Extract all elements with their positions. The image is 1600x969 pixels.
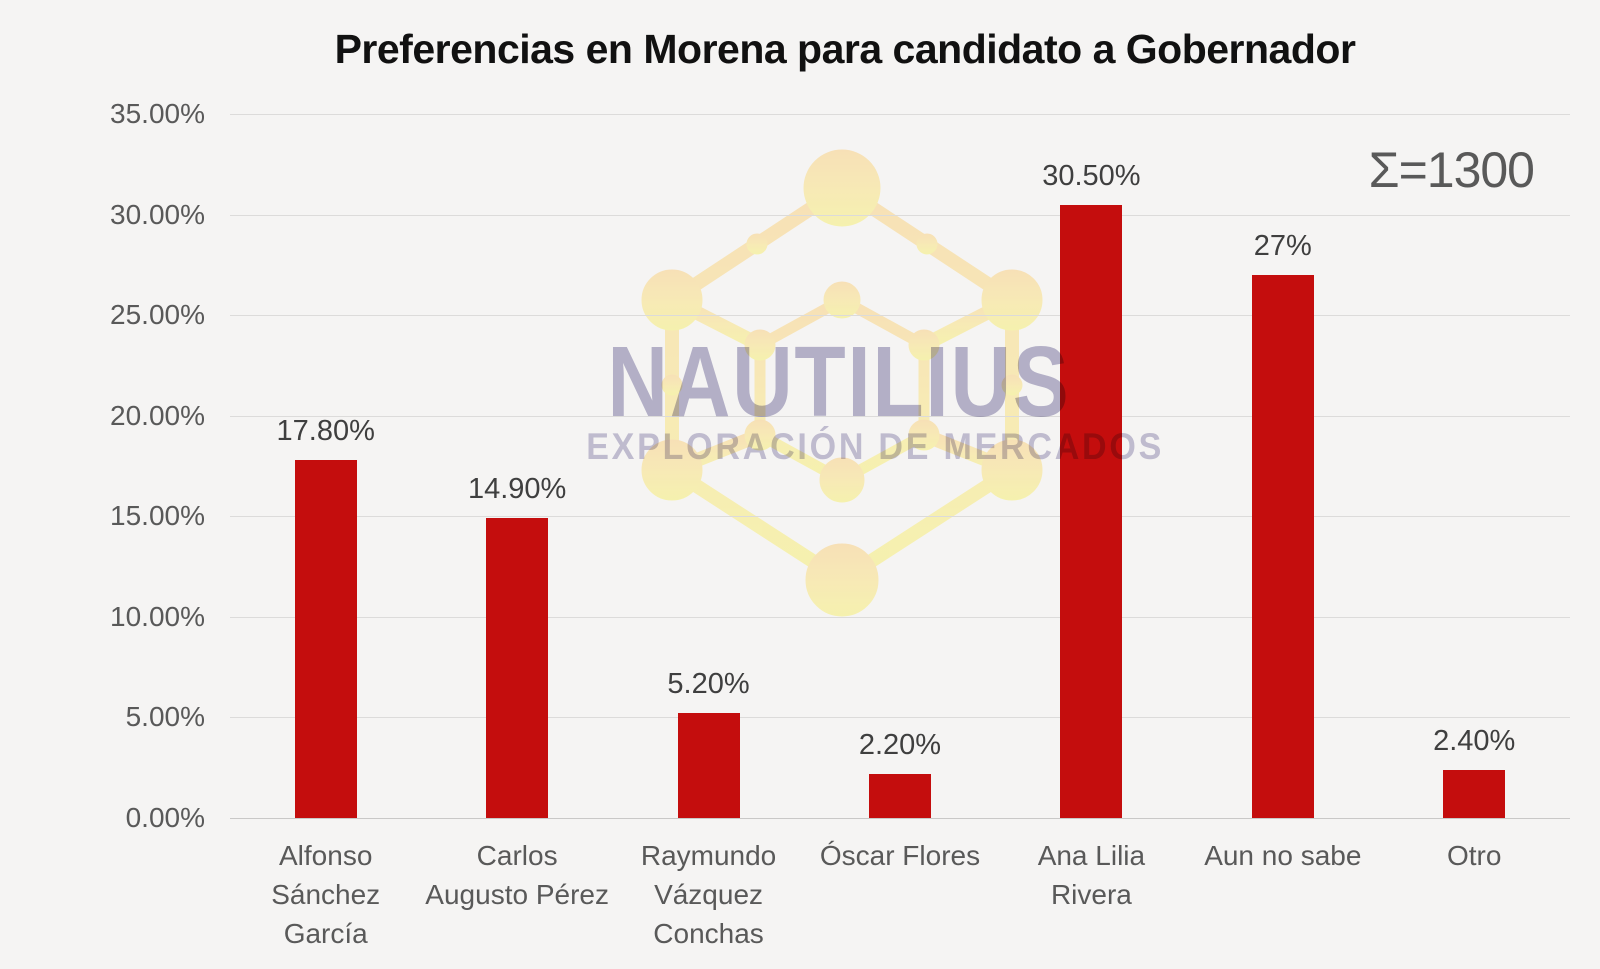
x-axis-category-label: Aun no sabe bbox=[1204, 840, 1362, 871]
y-axis-tick-label: 10.00% bbox=[110, 600, 205, 632]
plot-area: 17.80% 14.90% 5.20% 2.20% 30.50% 27% 2.4… bbox=[230, 114, 1570, 818]
gridline bbox=[230, 114, 1570, 115]
gridline bbox=[230, 415, 1570, 417]
gridline bbox=[230, 315, 1570, 317]
y-axis-tick-label: 15.00% bbox=[110, 500, 205, 532]
bar-value-label: 30.50% bbox=[1042, 159, 1141, 192]
y-axis-tick-label: 5.00% bbox=[125, 701, 205, 733]
watermark-molecule-icon bbox=[641, 149, 1043, 617]
bar-value-label: 17.80% bbox=[276, 414, 375, 447]
sample-size-annotation: Σ=1300 bbox=[1368, 142, 1535, 198]
bar-value-label: 5.20% bbox=[667, 668, 750, 701]
bar-value-label: 2.20% bbox=[858, 728, 942, 761]
y-axis-tick-label: 30.00% bbox=[110, 198, 205, 230]
bar bbox=[1443, 769, 1506, 818]
x-axis-category-label: Otro bbox=[1447, 840, 1502, 871]
bar-group-aun-no-sabe: 27% bbox=[1187, 114, 1378, 818]
bar bbox=[294, 459, 357, 818]
bar bbox=[486, 518, 549, 818]
y-axis-tick-label: 35.00% bbox=[110, 98, 205, 129]
bar-group-otro: 2.40% bbox=[1379, 114, 1570, 818]
bar-value-label: 14.90% bbox=[467, 473, 567, 506]
y-axis-tick-label: 25.00% bbox=[110, 299, 205, 331]
bar bbox=[868, 773, 931, 818]
x-axis-category-label: Carlos Augusto Pérez bbox=[425, 840, 609, 910]
y-axis-tick-label: 20.00% bbox=[110, 399, 205, 431]
gridline bbox=[230, 214, 1570, 216]
x-axis-labels: Alfonso Sánchez García Carlos Augusto Pé… bbox=[230, 836, 1570, 953]
gridline bbox=[230, 717, 1570, 719]
bar bbox=[1251, 274, 1314, 818]
bar-group-ana-lilia-rivera: 30.50% bbox=[996, 114, 1187, 818]
bar-value-label: 2.40% bbox=[1433, 724, 1516, 757]
x-axis-category-label: Óscar Flores bbox=[819, 840, 981, 871]
bar-group-alfonso-sanchez-garcia: 17.80% bbox=[230, 114, 421, 818]
x-axis-line bbox=[230, 818, 1570, 819]
bar-group-raymundo-vazquez-conchas: 5.20% bbox=[613, 114, 804, 818]
bar bbox=[677, 713, 740, 818]
bar-group-oscar-flores: 2.20% bbox=[804, 114, 995, 818]
chart-title: Preferencias en Morena para candidato a … bbox=[334, 26, 1356, 72]
x-axis-category-label: Alfonso Sánchez García bbox=[271, 840, 381, 949]
x-axis-category-label: Raymundo Vázquez Conchas bbox=[640, 840, 777, 949]
gridline bbox=[230, 516, 1570, 518]
x-axis-category-label: Ana Lilia Rivera bbox=[1037, 840, 1146, 910]
bar-value-label: 27% bbox=[1253, 229, 1312, 262]
bar bbox=[1060, 204, 1123, 818]
bar-group-carlos-augusto-perez: 14.90% bbox=[421, 114, 612, 818]
y-axis-tick-label: 0.00% bbox=[125, 802, 205, 833]
gridline bbox=[230, 616, 1570, 618]
